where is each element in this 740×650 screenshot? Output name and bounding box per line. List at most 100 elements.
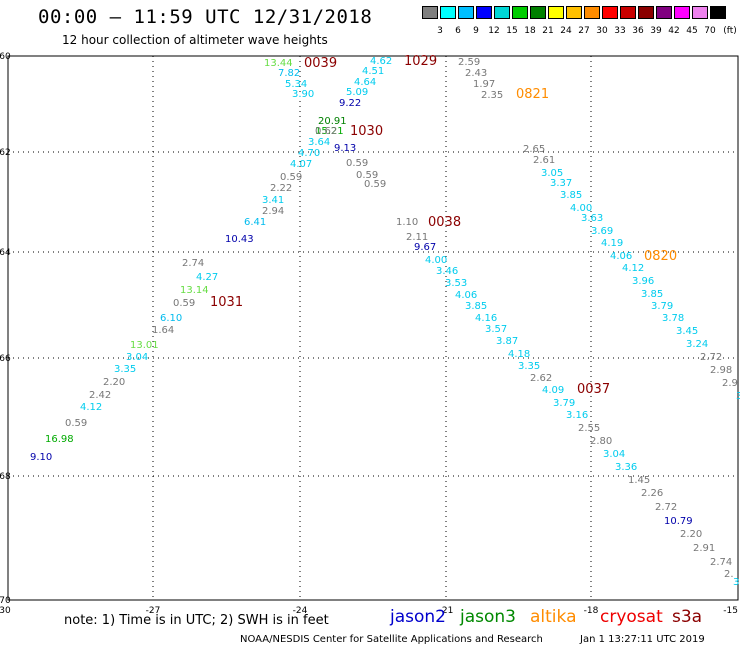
wave-height-label: 3.45 [676,326,698,337]
wave-height-label: 2.61 [533,155,555,166]
legend-label: 45 [686,26,698,36]
wave-height-label: 2.91 [693,543,715,554]
credit-text: NOAA/NESDIS Center for Satellite Applica… [240,634,543,645]
legend-label: 27 [578,26,590,36]
wave-height-label: 3.35 [518,361,540,372]
wave-height-label: 3.04 [126,352,148,363]
legend-swatch [566,6,582,19]
wave-height-label: 10.79 [664,516,693,527]
pass-time-label: 0039 [304,56,337,71]
wave-observations: 13.447.825.343.90 0039 4.624.514.645.099.2… [30,54,740,588]
wave-height-label: 3.78 [662,313,684,324]
legend-swatch [494,6,510,19]
legend-swatch [530,6,546,19]
wave-height-label: 3.36 [615,462,637,473]
wave-height-label: 3.90 [292,89,314,100]
wave-height-label: 3.04 [603,449,625,460]
legend-label: 30 [596,26,608,36]
tick-label: -60 [0,52,11,62]
wave-height-label: 2.98 [710,365,732,376]
legend-swatch [710,6,726,19]
legend-swatch [638,6,654,19]
wave-height-label: 4.07 [290,159,312,170]
wave-height-label: 1.64 [152,325,174,336]
wave-height-label: 2.43 [465,68,487,79]
wave-height-label: 6.41 [244,217,266,228]
tick-label: -30 [0,606,11,616]
legend-swatch [602,6,618,19]
wave-height-label: 2.72 [700,352,722,363]
wave-height-label: 3.16 [566,410,588,421]
legend-label: 3 [437,26,443,36]
satellite-label: jason3 [460,607,516,627]
wave-height-label: 3.96 [632,276,654,287]
wave-height-label: 3.63 [581,213,603,224]
wave-height-label: 4.06 [455,290,477,301]
wave-height-label: 3.37 [550,178,572,189]
pass-time-label: 0820 [644,249,677,264]
legend-label: 70 [704,26,716,36]
wave-height-label: 15.21 [315,126,344,137]
legend-label: 33 [614,26,626,36]
wave-height-label: 4.09 [542,385,564,396]
pass-time-label: 1031 [210,295,243,310]
wave-height-label: 4.00 [425,255,447,266]
wave-height-label: 1.45 [628,475,650,486]
tick-label: -21 [439,606,454,616]
wave-height-label: 6.10 [160,313,182,324]
tick-label: -24 [293,606,308,616]
legend-swatch [656,6,672,19]
wave-height-label: 20.91 [318,116,347,127]
wave-height-label: 13.01 [130,340,159,351]
pass-time-label: 1030 [350,124,383,139]
wave-height-label: 2.94 [262,206,284,217]
wave-height-label: 2.80 [590,436,612,447]
wave-height-label: 2.42 [89,390,111,401]
wave-height-label: 7.82 [278,68,300,79]
pass-time-label: 0821 [516,87,549,102]
wave-height-label: 3. [736,391,740,402]
satellite-label: jason2 [390,607,446,627]
legend-swatch [584,6,600,19]
wave-height-label: 3.79 [651,301,673,312]
wave-height-label: 5.09 [346,87,368,98]
legend-swatch [458,6,474,19]
legend-swatch [548,6,564,19]
wave-height-label: 2.55 [578,423,600,434]
tick-label: -70 [0,596,11,606]
timestamp-text: Jan 1 13:27:11 UTC 2019 [580,634,705,645]
wave-height-label: 2.20 [103,377,125,388]
wave-height-label: 0.59 [364,179,386,190]
wave-height-label: 4.16 [475,313,497,324]
legend-swatch [620,6,636,19]
wave-height-label: 3.69 [591,226,613,237]
map-frame [7,55,739,601]
tick-label: -15 [723,606,738,616]
wave-height-label: 3.24 [686,339,708,350]
wave-height-label: 4.64 [354,77,376,88]
tick-label: -68 [0,472,11,482]
wave-height-label: 2.9 [722,378,738,389]
wave-height-label: 4.62 [370,56,392,67]
wave-height-label: 3.85 [560,190,582,201]
wave-height-label: 2.74 [182,258,204,269]
wave-height-label: 3.57 [485,324,507,335]
wave-height-label: 0.59 [65,418,87,429]
tick-label: -18 [584,606,599,616]
wave-height-label: 3.35 [114,364,136,375]
wave-height-label: 3.46 [436,266,458,277]
axis-labels: -60 -62 -64 -66 -68 -70 -27 -24 -21 -18 -15 -30 [0,52,738,616]
wave-height-label: 5.34 [285,79,307,90]
wave-height-label: 2.11 [406,232,428,243]
legend-label: 24 [560,26,572,36]
wave-height-label: 3.05 [541,168,563,179]
pass-time-label: 0038 [428,215,461,230]
legend-unit: (ft) [723,26,737,36]
wave-height-label: 3.64 [308,137,330,148]
wave-height-label: 9.13 [334,143,356,154]
legend-swatch [674,6,690,19]
footer-note: note: 1) Time is in UTC; 2) SWH is in fe… [64,613,329,628]
legend-label: 39 [650,26,662,36]
wave-height-label: 9.22 [339,98,361,109]
